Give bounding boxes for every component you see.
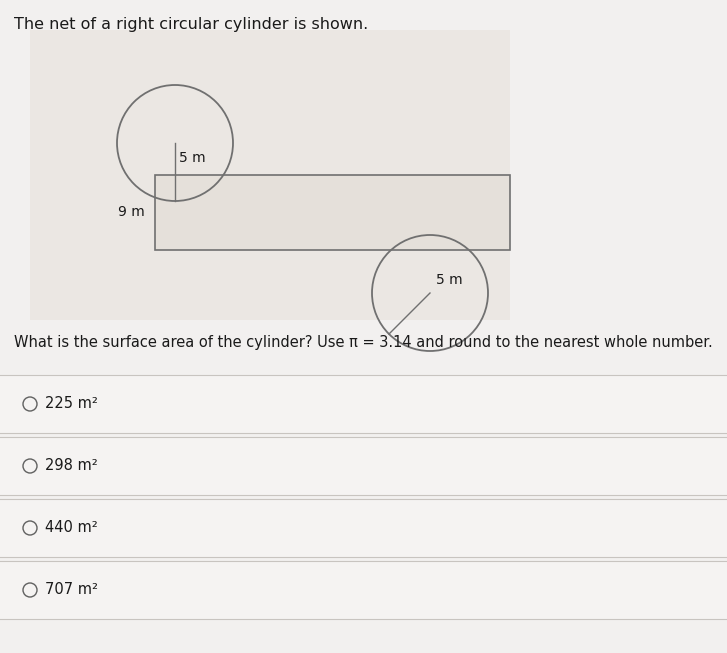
Bar [0,437,727,495]
Text: 707 m²: 707 m² [45,582,98,597]
Bar [155,175,510,250]
Text: 5 m: 5 m [436,273,462,287]
FancyBboxPatch shape [30,30,510,320]
Bar [0,561,727,619]
Text: 9 m: 9 m [119,206,145,219]
Bar [0,499,727,557]
Text: 298 m²: 298 m² [45,458,97,473]
Bar [0,375,727,433]
Text: 5 m: 5 m [179,151,206,165]
Text: What is the surface area of the cylinder? Use π = 3.14 and round to the nearest : What is the surface area of the cylinder… [14,335,712,350]
Text: 225 m²: 225 m² [45,396,98,411]
Text: The net of a right circular cylinder is shown.: The net of a right circular cylinder is … [14,17,369,32]
Text: 440 m²: 440 m² [45,520,97,535]
